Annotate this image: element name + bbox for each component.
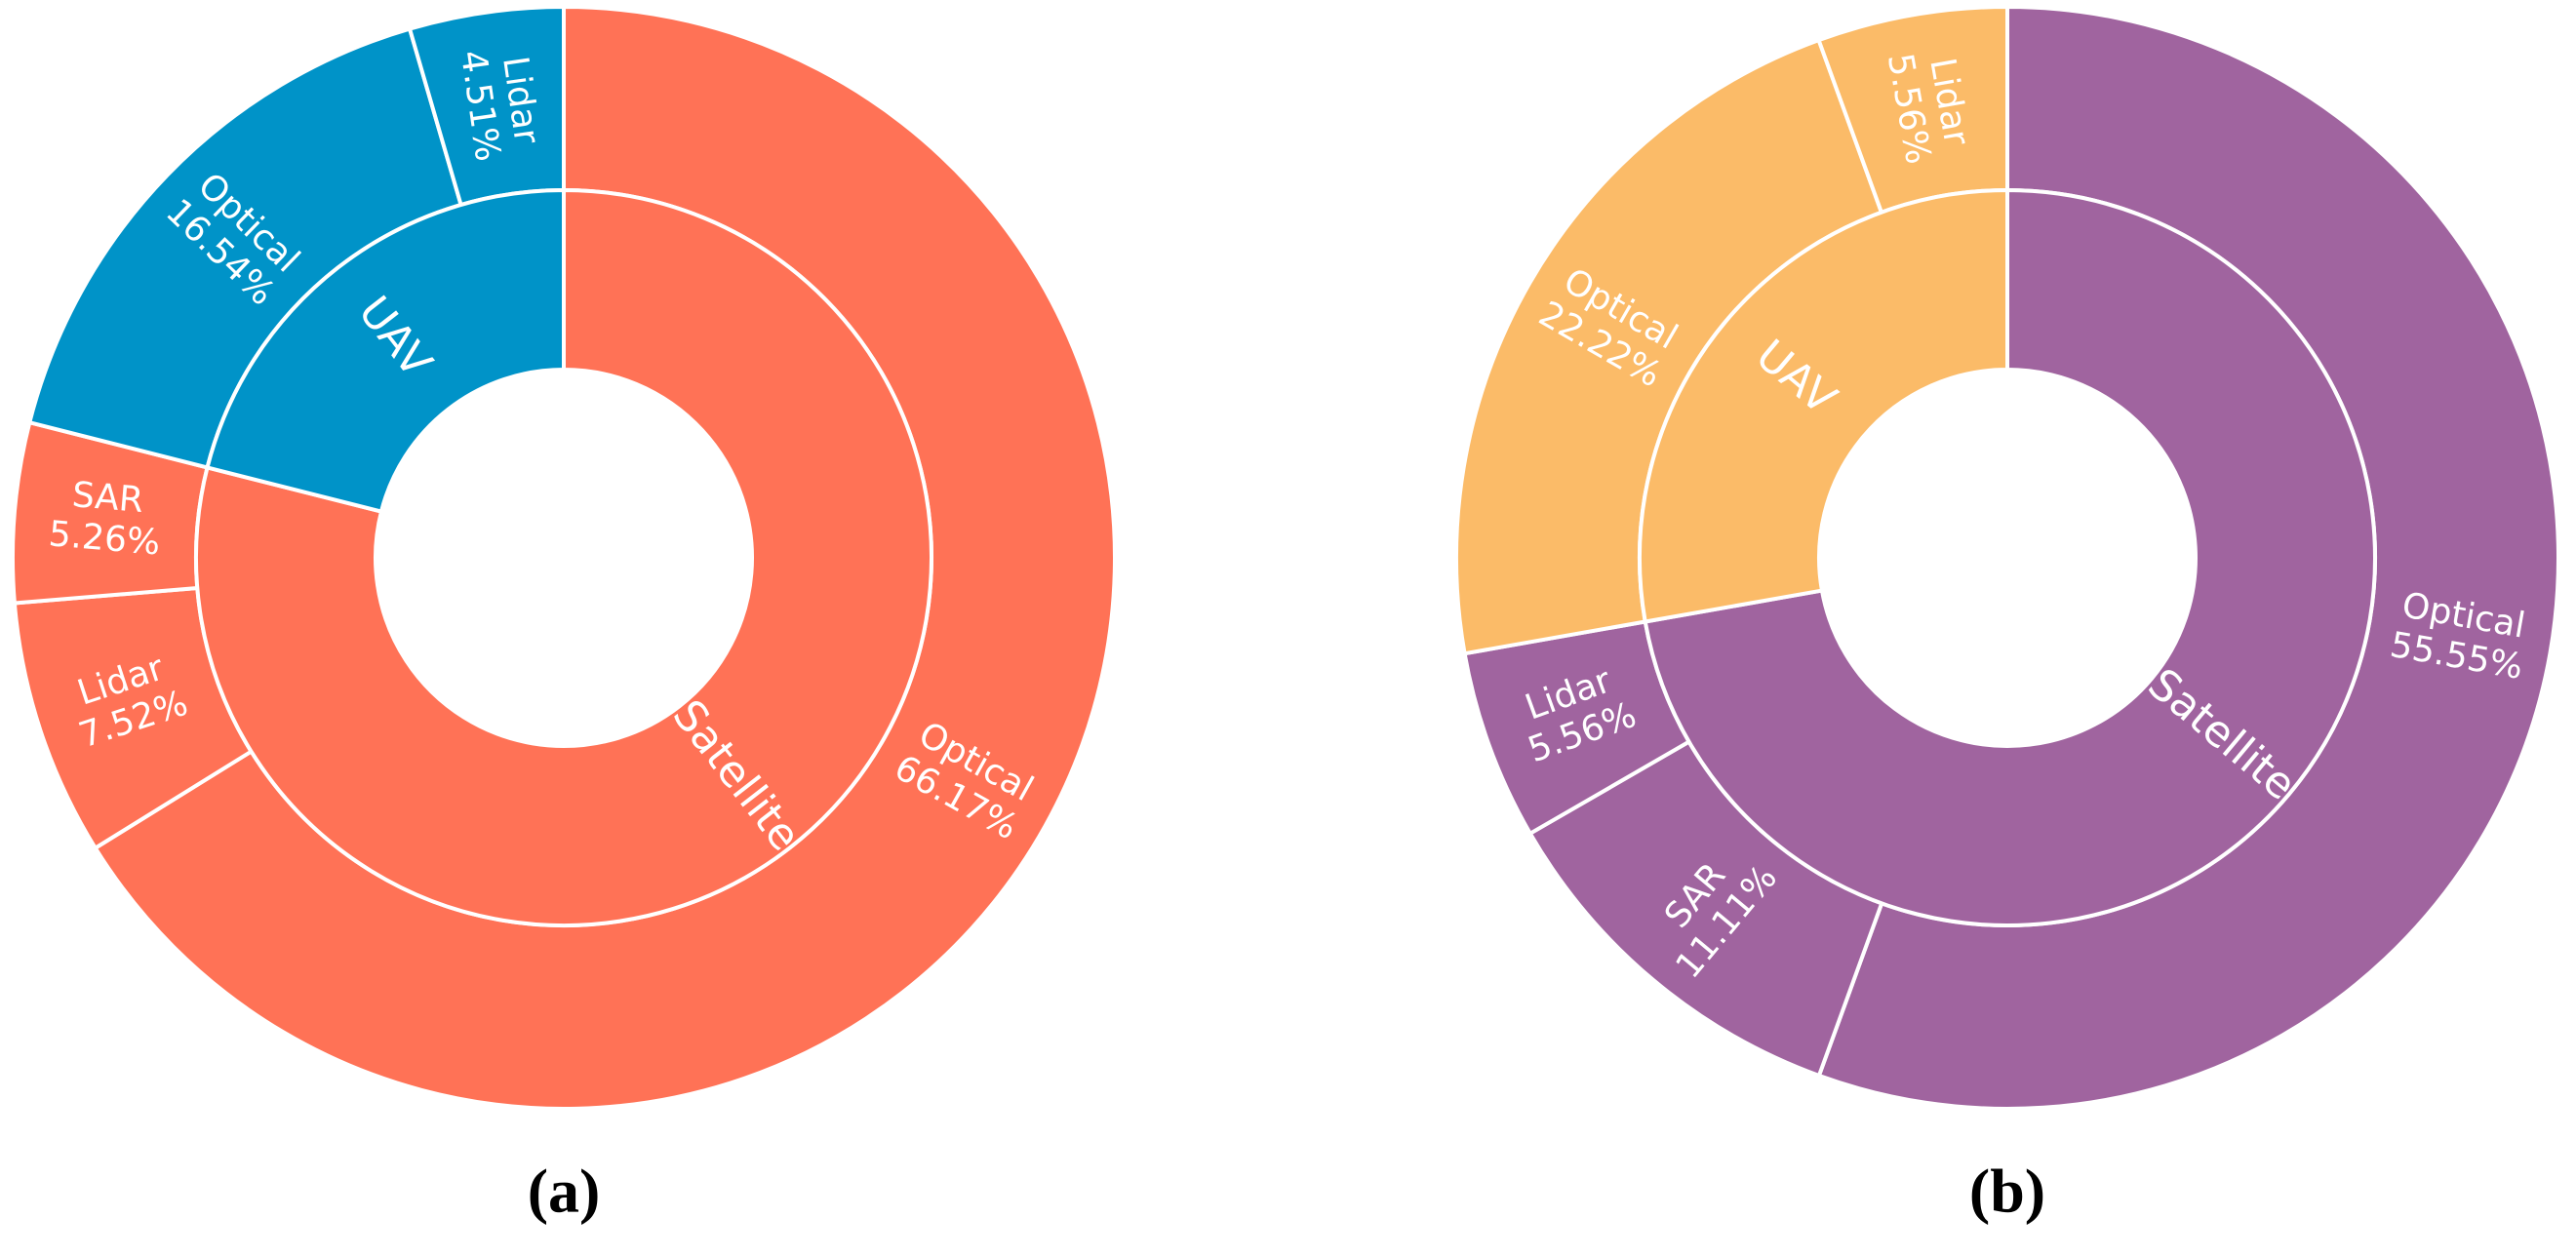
category-label: SAR [70, 475, 144, 521]
caption: (b) [1969, 1157, 2045, 1226]
inner-segment [205, 187, 566, 515]
inner-segment [1638, 187, 2009, 624]
value-label: 5.26% [47, 514, 161, 563]
inner-segment [1643, 187, 2377, 927]
inner-segment [194, 187, 933, 927]
caption: (a) [528, 1157, 601, 1226]
